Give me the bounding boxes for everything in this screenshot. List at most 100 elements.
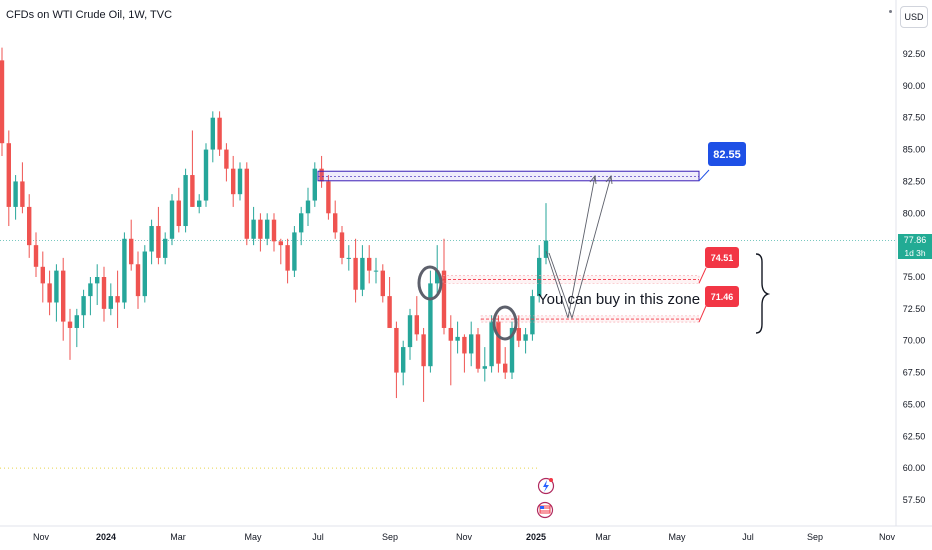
candle-body [312, 168, 317, 201]
candle-body [380, 270, 385, 297]
candle-body [455, 336, 460, 341]
candle-body [122, 238, 127, 303]
candle-body [299, 213, 304, 233]
target-price-text: 82.55 [713, 149, 741, 161]
candle-body [353, 257, 358, 290]
pivot-circle-right [492, 305, 518, 341]
curly-brace [755, 253, 771, 334]
projection-arrowhead-2 [605, 174, 613, 185]
projection-path-2 [548, 175, 612, 320]
candle-body [33, 245, 39, 267]
candle-body [305, 200, 311, 214]
candle-body [292, 232, 297, 271]
target-price-box [708, 142, 746, 166]
candle-body [74, 315, 79, 328]
candle-body [394, 327, 399, 373]
candle-body [271, 219, 277, 242]
lower-zone-box [705, 286, 739, 307]
lightning-icon [543, 480, 549, 492]
y-tick-label: 75.00 [903, 272, 926, 282]
y-tick-label: 60.00 [903, 463, 926, 473]
y-tick-label: 57.50 [903, 495, 926, 505]
candle-body [190, 175, 195, 207]
candle-body [54, 270, 59, 303]
candle-body [40, 266, 45, 284]
candle-body [503, 363, 508, 373]
y-tick-label: 80.00 [903, 208, 926, 218]
candle-body [210, 117, 215, 150]
candle-body [543, 240, 549, 258]
candle-body [462, 336, 467, 354]
candle-body [387, 296, 392, 328]
candle-body [88, 283, 93, 297]
x-tick-label: Jul [742, 532, 754, 542]
y-tick-label: 72.50 [903, 304, 926, 314]
candle-body [326, 181, 331, 214]
candle-body [27, 206, 32, 246]
candle-body [183, 175, 188, 227]
candle-body [135, 264, 141, 297]
y-tick-label: 87.50 [903, 113, 926, 123]
currency-button[interactable]: USD [900, 6, 928, 28]
candle-body [448, 327, 453, 341]
more-options-icon[interactable] [889, 10, 892, 13]
candle-body [6, 143, 11, 207]
candle-body [258, 219, 263, 239]
candle-body [101, 277, 107, 309]
candle-body [197, 200, 202, 207]
candle-body [333, 213, 338, 233]
projection-path-1 [545, 175, 596, 319]
x-tick-label: 2025 [526, 532, 546, 542]
buy-zone-caption: You can buy in this zone [538, 291, 700, 308]
candle-body [496, 321, 501, 364]
candle-body [231, 168, 236, 195]
candle-body [129, 238, 134, 265]
candle-body [169, 200, 175, 239]
candle-body [67, 321, 73, 328]
candle-body [278, 241, 283, 246]
candle-body [13, 181, 18, 207]
candle-body [81, 296, 86, 316]
candle-body [244, 168, 249, 239]
candle-body [224, 149, 229, 169]
candle-body [339, 232, 345, 258]
candle-body [509, 327, 515, 373]
pivot-circle-left [417, 265, 443, 301]
chart-title: CFDs on WTI Crude Oil, 1W, TVC [6, 9, 173, 21]
candle-body [265, 219, 270, 239]
y-tick-label: 82.50 [903, 176, 926, 186]
upper-zone-pointer [698, 267, 707, 284]
candle-body [285, 245, 290, 271]
candle-body [251, 219, 256, 239]
candle-body [516, 327, 521, 341]
y-tick-label: 65.00 [903, 399, 926, 409]
y-tick-label: 67.50 [903, 368, 926, 378]
candle-body [469, 334, 474, 354]
candle-body [414, 315, 419, 335]
candle-body [20, 181, 25, 207]
us-flag-canton [540, 506, 544, 509]
candle-body [237, 168, 243, 195]
candle-body [489, 321, 494, 367]
candle-body [482, 366, 487, 369]
y-tick-label: 62.50 [903, 431, 926, 441]
event-icon-dot [549, 478, 553, 482]
candle-body [475, 334, 481, 369]
candle-body [407, 315, 413, 348]
candle-body [435, 270, 440, 284]
candle-body [523, 334, 528, 341]
candle-body [346, 257, 351, 259]
candle-body [163, 238, 168, 258]
target-zone-rect [317, 170, 700, 182]
x-tick-label: Mar [170, 532, 186, 542]
candle-body [47, 283, 52, 303]
y-tick-label: 90.00 [903, 81, 926, 91]
candle-body [0, 60, 5, 144]
candle-body [319, 168, 324, 182]
x-tick-label: Mar [595, 532, 611, 542]
candle-body [421, 334, 426, 367]
candle-body [61, 270, 66, 322]
candle-body [95, 277, 100, 284]
candle-body [441, 270, 447, 328]
